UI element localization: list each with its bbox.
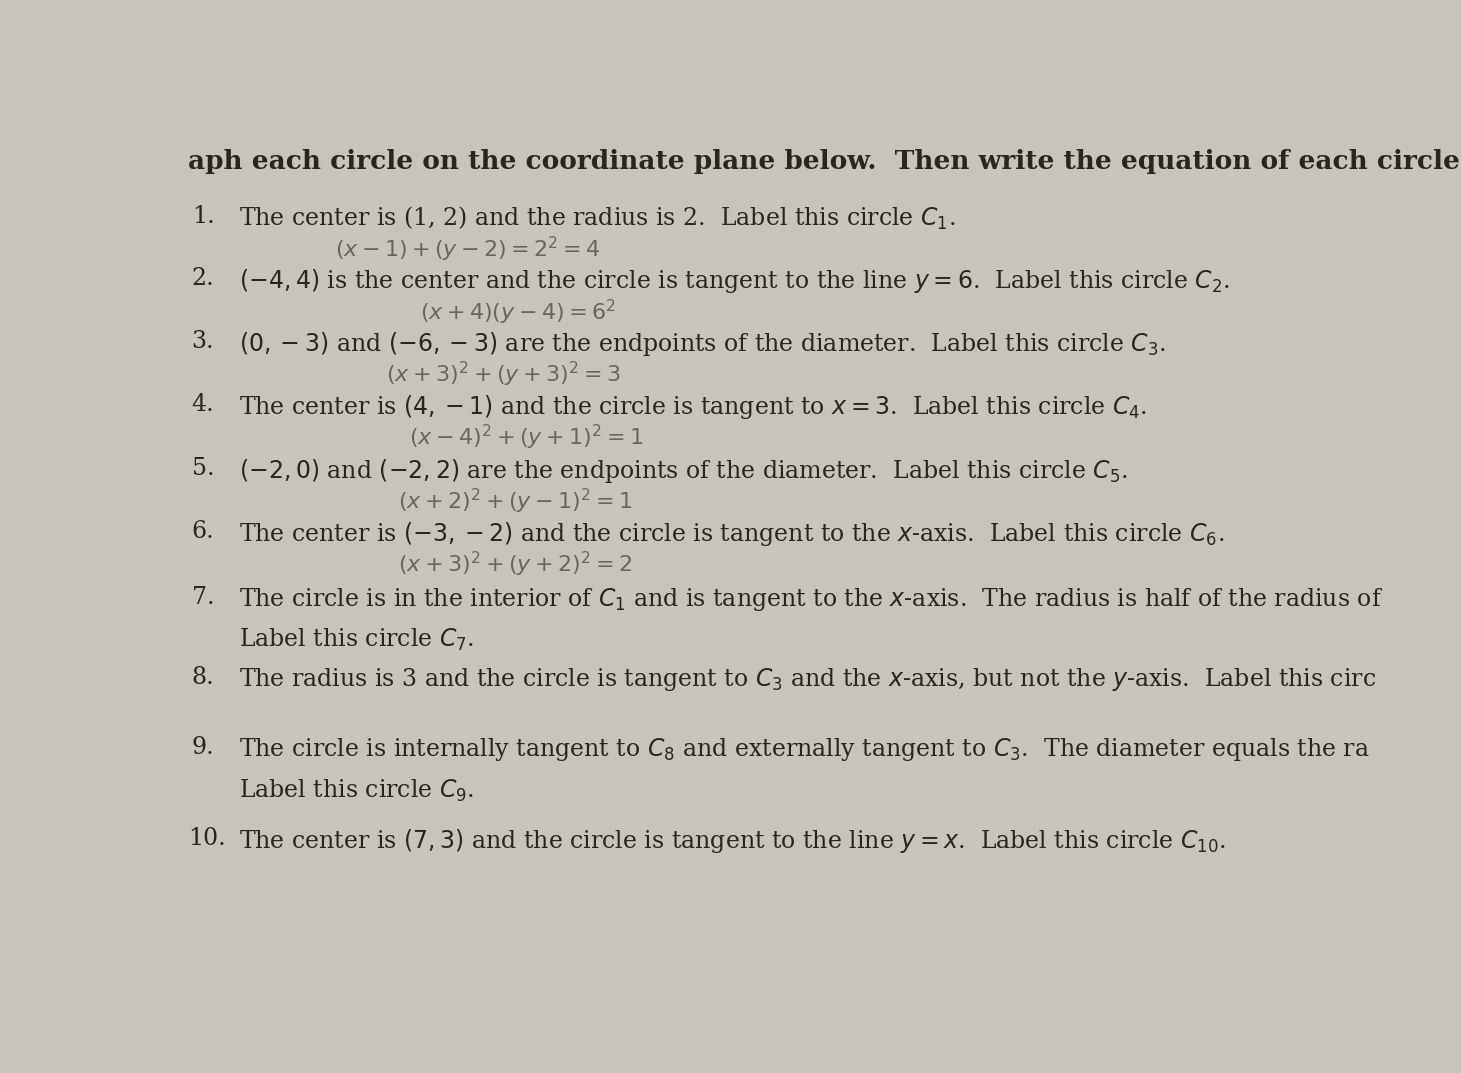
Text: The center is $(7, 3)$ and the circle is tangent to the line $y = x$.  Label thi: The center is $(7, 3)$ and the circle is… xyxy=(240,827,1226,855)
Text: $(x+3)^2+(y+3)^2=3$: $(x+3)^2+(y+3)^2=3$ xyxy=(386,361,621,389)
Text: 7.: 7. xyxy=(191,586,215,608)
Text: Label this circle $C_9$.: Label this circle $C_9$. xyxy=(240,777,475,804)
Text: 10.: 10. xyxy=(188,827,226,850)
Text: 9.: 9. xyxy=(191,736,215,759)
Text: 3.: 3. xyxy=(191,330,215,353)
Text: $(-4, 4)$ is the center and the circle is tangent to the line $y = 6$.  Label th: $(-4, 4)$ is the center and the circle i… xyxy=(240,267,1230,295)
Text: 6.: 6. xyxy=(191,519,215,543)
Text: $(x+2)^2+(y-1)^2=1$: $(x+2)^2+(y-1)^2=1$ xyxy=(397,486,633,516)
Text: $(x-1)+(y-2)=2^2=4$: $(x-1)+(y-2)=2^2=4$ xyxy=(336,235,600,264)
Text: The center is $(-3, -2)$ and the circle is tangent to the $x$-axis.  Label this : The center is $(-3, -2)$ and the circle … xyxy=(240,519,1224,547)
Text: The radius is 3 and the circle is tangent to $C_3$ and the $x$-axis, but not the: The radius is 3 and the circle is tangen… xyxy=(240,665,1376,693)
Text: 1.: 1. xyxy=(191,205,215,227)
Text: $(0, -3)$ and $(-6, -3)$ are the endpoints of the diameter.  Label this circle $: $(0, -3)$ and $(-6, -3)$ are the endpoin… xyxy=(240,330,1166,358)
Text: aph each circle on the coordinate plane below.  Then write the equation of each : aph each circle on the coordinate plane … xyxy=(188,149,1461,175)
Text: 5.: 5. xyxy=(191,457,215,480)
Text: The circle is internally tangent to $C_8$ and externally tangent to $C_3$.  The : The circle is internally tangent to $C_8… xyxy=(240,736,1370,763)
Text: $(x+3)^2+(y+2)^2=2$: $(x+3)^2+(y+2)^2=2$ xyxy=(397,550,631,579)
Text: $(x+4)(y-4)=6^2$: $(x+4)(y-4)=6^2$ xyxy=(421,297,617,326)
Text: Label this circle $C_7$.: Label this circle $C_7$. xyxy=(240,627,475,653)
Text: 8.: 8. xyxy=(191,665,215,689)
Text: 4.: 4. xyxy=(191,393,215,416)
Text: 2.: 2. xyxy=(191,267,215,290)
Text: $(-2, 0)$ and $(-2, 2)$ are the endpoints of the diameter.  Label this circle $C: $(-2, 0)$ and $(-2, 2)$ are the endpoint… xyxy=(240,457,1128,485)
Text: $(x-4)^2+(y+1)^2=1$: $(x-4)^2+(y+1)^2=1$ xyxy=(409,423,643,452)
Text: The circle is in the interior of $C_1$ and is tangent to the $x$-axis.  The radi: The circle is in the interior of $C_1$ a… xyxy=(240,586,1384,613)
Text: The center is $(4, -1)$ and the circle is tangent to $x = 3$.  Label this circle: The center is $(4, -1)$ and the circle i… xyxy=(240,393,1147,421)
Text: The center is (1, 2) and the radius is 2.  Label this circle $C_1$.: The center is (1, 2) and the radius is 2… xyxy=(240,205,955,232)
